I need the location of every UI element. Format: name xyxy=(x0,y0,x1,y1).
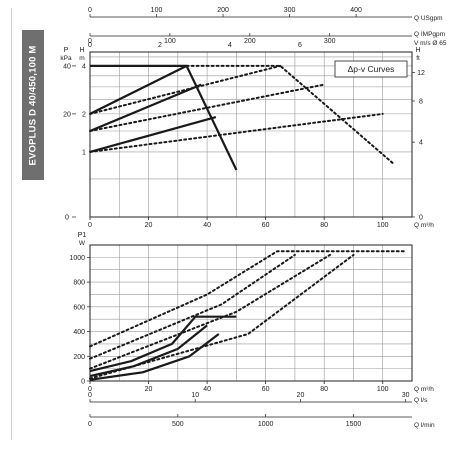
head-m-tick-label: 1 xyxy=(82,149,86,156)
power-curve-dotted xyxy=(89,253,331,370)
ft-tick-label: 0 xyxy=(419,215,423,222)
head-curve-dotted xyxy=(89,112,384,153)
product-side-band: EVOPLUS D 40/450,100 M xyxy=(22,30,44,180)
power-curve-dotted xyxy=(89,253,355,380)
x-tick-label-top: 80 xyxy=(320,222,328,229)
plot-frame-bottom xyxy=(89,244,413,382)
power-tick-label: 200 xyxy=(73,354,85,361)
velocity-axis-label: V m/s Ø 65 xyxy=(414,40,447,47)
kpa-tick-label: 40 xyxy=(63,63,71,70)
x-tick-label-bottom: 40 xyxy=(203,386,211,393)
head-curve-solid xyxy=(89,116,217,153)
secondary-axis-tick-label: 300 xyxy=(284,7,296,14)
secondary-axis-tick-label: 200 xyxy=(244,38,256,45)
plot-frame-top xyxy=(89,51,413,218)
ft-tick-label: 8 xyxy=(419,99,423,106)
velocity-tick-label: 6 xyxy=(298,42,302,49)
x-tick-label-top: 40 xyxy=(203,222,211,229)
x-axis-label-top: Q m³/h xyxy=(414,222,434,229)
velocity-tick-label: 0 xyxy=(88,42,92,49)
kpa-tick-label: 0 xyxy=(65,215,69,222)
head-axis-title-left: H xyxy=(79,47,84,54)
head-curve-dotted xyxy=(89,64,282,115)
power-axis-unit: W xyxy=(79,240,86,247)
power-curve-solid xyxy=(89,333,220,381)
x-tick-label-bottom: 0 xyxy=(88,386,92,393)
head-curve-solid xyxy=(89,83,202,133)
power-curve-solid xyxy=(89,315,237,373)
head-curve-solid xyxy=(89,64,188,115)
velocity-tick-label: 2 xyxy=(158,42,162,49)
power-tick-label: 800 xyxy=(73,280,85,287)
velocity-tick-label: 4 xyxy=(228,42,232,49)
power-curve-dotted xyxy=(89,250,408,348)
ft-tick-label: 4 xyxy=(419,140,423,147)
ft-tick-label: 12 xyxy=(417,70,425,77)
x-tick-label-bottom: 60 xyxy=(262,386,270,393)
pressure-axis-unit: kPa xyxy=(60,55,72,62)
page-left-rule xyxy=(11,8,12,440)
x-axis-label-bottom: Q m³/h xyxy=(414,386,434,393)
legend-title: Δp-v Curves xyxy=(348,64,395,74)
secondary-bottom-axis-label: Q l/s xyxy=(414,397,428,404)
secondary-axis-tick-label: 400 xyxy=(350,7,362,14)
power-axis-title: P1 xyxy=(78,232,87,239)
impgpm-axis-label: Q IMPgpm xyxy=(414,31,445,38)
power-tick-label: 600 xyxy=(73,304,85,311)
secondary-bottom-axis-label: Q l/min xyxy=(414,422,435,429)
secondary-bottom-axis-tick-label: 10 xyxy=(191,392,199,399)
x-tick-label-top: 0 xyxy=(88,222,92,229)
secondary-bottom-axis-tick-label: 500 xyxy=(172,421,184,428)
secondary-bottom-axis-tick-label: 30 xyxy=(402,392,410,399)
head-m-tick-label: 2 xyxy=(82,111,86,118)
secondary-axis-tick-label: 300 xyxy=(324,38,336,45)
head-curve-dotted xyxy=(89,83,326,132)
secondary-axis-tick-label: 100 xyxy=(151,7,163,14)
x-tick-label-top: 100 xyxy=(377,222,389,229)
secondary-bottom-axis-tick-label: 20 xyxy=(297,392,305,399)
pressure-axis-title: P xyxy=(64,47,69,54)
head-axis-unit-right: ft xyxy=(416,55,420,62)
secondary-bottom-axis-tick-label: 1500 xyxy=(346,421,362,428)
power-tick-label: 1000 xyxy=(69,255,85,262)
secondary-axis-tick-label: 0 xyxy=(88,7,92,14)
x-tick-label-top: 60 xyxy=(262,222,270,229)
usgpm-axis-label: Q USgpm xyxy=(414,15,443,22)
secondary-bottom-axis-tick-label: 0 xyxy=(88,421,92,428)
secondary-axis-tick-label: 100 xyxy=(164,38,176,45)
power-tick-label: 0 xyxy=(81,379,85,386)
secondary-bottom-axis-tick-label: 0 xyxy=(88,392,92,399)
head-axis-unit-left: m xyxy=(79,55,84,62)
x-tick-label-top: 20 xyxy=(145,222,153,229)
power-curve-dotted xyxy=(89,253,296,360)
x-tick-label-bottom: 20 xyxy=(145,386,153,393)
x-tick-label-bottom: 100 xyxy=(377,386,389,393)
x-tick-label-bottom: 80 xyxy=(320,386,328,393)
secondary-axis-tick-label: 0 xyxy=(88,38,92,45)
power-curve-solid xyxy=(89,324,208,378)
head-m-tick-label: 4 xyxy=(82,63,86,70)
kpa-tick-label: 20 xyxy=(63,111,71,118)
head-curve-dotted xyxy=(185,64,396,166)
head-axis-title-right: H xyxy=(415,47,420,54)
power-tick-label: 400 xyxy=(73,329,85,336)
legend-box xyxy=(334,60,408,78)
secondary-bottom-axis-tick-label: 1000 xyxy=(258,421,274,428)
secondary-axis-tick-label: 200 xyxy=(217,7,229,14)
